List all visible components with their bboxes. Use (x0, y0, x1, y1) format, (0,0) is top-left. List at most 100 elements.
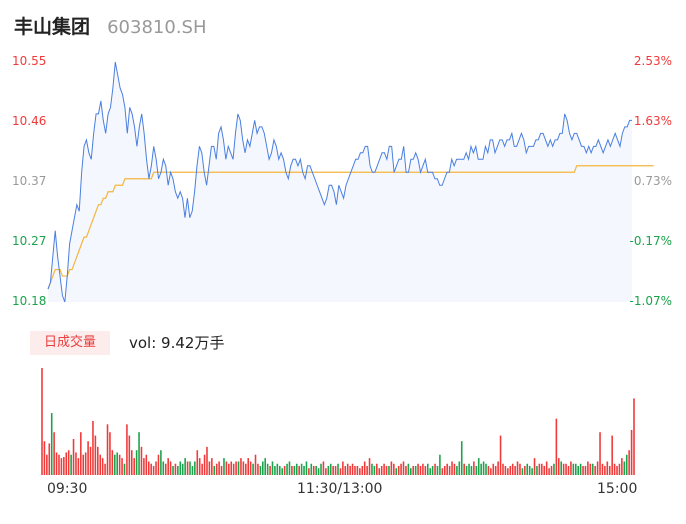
volume-bar (327, 465, 330, 475)
volume-bar (371, 463, 373, 475)
stock-name: 丰山集团 (14, 16, 91, 38)
volume-bar (599, 432, 601, 475)
volume-bar (283, 465, 286, 475)
y-tick-left: 10.18 (12, 294, 47, 308)
volume-bar (448, 465, 451, 475)
volume-bar (157, 454, 160, 475)
volume-bar (460, 441, 463, 475)
volume-bar (186, 461, 189, 475)
volume-bar (451, 461, 453, 475)
volume-bar (291, 465, 293, 475)
x-tick-label: 15:00 (597, 481, 638, 497)
y-tick-right: -1.07% (629, 294, 672, 308)
volume-bar (633, 398, 635, 475)
volume-bar (344, 465, 347, 475)
x-tick-label: 11:30/13:00 (297, 481, 383, 497)
volume-bar (174, 463, 177, 475)
volume-bar (138, 432, 140, 475)
volume-bar (611, 435, 613, 475)
volume-bar (422, 463, 424, 475)
volume-readout: vol: 9.42万手 (129, 334, 225, 352)
volume-bar (89, 446, 92, 475)
volume-bar (67, 450, 70, 475)
volume-bar (553, 463, 555, 475)
volume-bar (111, 450, 114, 475)
volume-bar (203, 454, 206, 475)
price-area-layer (48, 62, 632, 302)
volume-bar (92, 420, 94, 475)
volume-bar (584, 465, 587, 475)
volume-bar (63, 456, 65, 475)
y-tick-left: 10.46 (12, 114, 47, 128)
volume-bar (426, 463, 429, 475)
volume-bar (126, 424, 128, 475)
volume-bar (490, 468, 492, 475)
volume-bar (230, 461, 233, 475)
volume-bar (225, 461, 228, 475)
volume-bar (223, 458, 225, 475)
volume-bar (53, 432, 55, 475)
volume-bar (434, 463, 436, 475)
volume-bar (315, 465, 317, 475)
volume-bar (152, 465, 155, 475)
volume-bar (572, 463, 575, 475)
volume-bar (75, 452, 77, 475)
volume-bar (332, 465, 334, 475)
y-tick-right: 2.53% (633, 54, 672, 68)
volume-bar (354, 465, 356, 475)
volume-bar (477, 458, 480, 475)
stock-header: 丰山集团 603810.SH (14, 12, 207, 40)
volume-bar (596, 461, 599, 475)
volume-bar (155, 461, 157, 475)
volume-bar (312, 465, 315, 475)
volume-bar (43, 441, 46, 475)
volume-bar (397, 465, 400, 475)
volume-bar (390, 461, 393, 475)
volume-bar (548, 468, 550, 475)
volume-bar (346, 463, 349, 475)
volume-bar (628, 450, 630, 475)
volume-bar (388, 465, 390, 475)
volume-bar (492, 463, 495, 475)
volume-bar (380, 465, 383, 475)
volume-bar (608, 465, 611, 475)
volume-bar (84, 452, 87, 475)
volume-bar (300, 463, 303, 475)
volume-bar (41, 368, 43, 475)
volume-bar (524, 465, 526, 475)
volume-bar (395, 468, 398, 475)
volume-bar (167, 458, 169, 475)
volume-bar (242, 461, 245, 475)
volume-bar (630, 429, 633, 475)
volume-bar (410, 468, 412, 475)
volume-bar (106, 424, 109, 475)
volume-bar (482, 461, 485, 475)
volume-bar (262, 461, 264, 475)
volume-bar (274, 465, 276, 475)
volume-bar (376, 463, 378, 475)
volume-bar (587, 461, 589, 475)
volume-bar (46, 454, 48, 475)
volume-bar (356, 465, 359, 475)
volume-tab[interactable]: 日成交量 (30, 331, 110, 355)
volume-bar (334, 465, 337, 475)
volume-bar (189, 461, 191, 475)
line-layer (47, 61, 654, 303)
volume-bar (198, 458, 201, 475)
volume-bar (329, 463, 332, 475)
volume-bar (480, 463, 482, 475)
volume-bar (322, 461, 325, 475)
volume-bar (232, 463, 235, 475)
volume-bar (582, 465, 584, 475)
volume-bar (429, 468, 431, 475)
volume-bar (298, 465, 300, 475)
volume-bar (621, 458, 623, 475)
volume-bar (55, 452, 58, 475)
volume-bar (218, 461, 220, 475)
volume-bar (419, 465, 422, 475)
volume-bar (50, 413, 53, 475)
volume-bar (574, 463, 577, 475)
volume-bar (169, 461, 172, 475)
volume-bar (393, 463, 395, 475)
volume-bar (172, 465, 174, 475)
